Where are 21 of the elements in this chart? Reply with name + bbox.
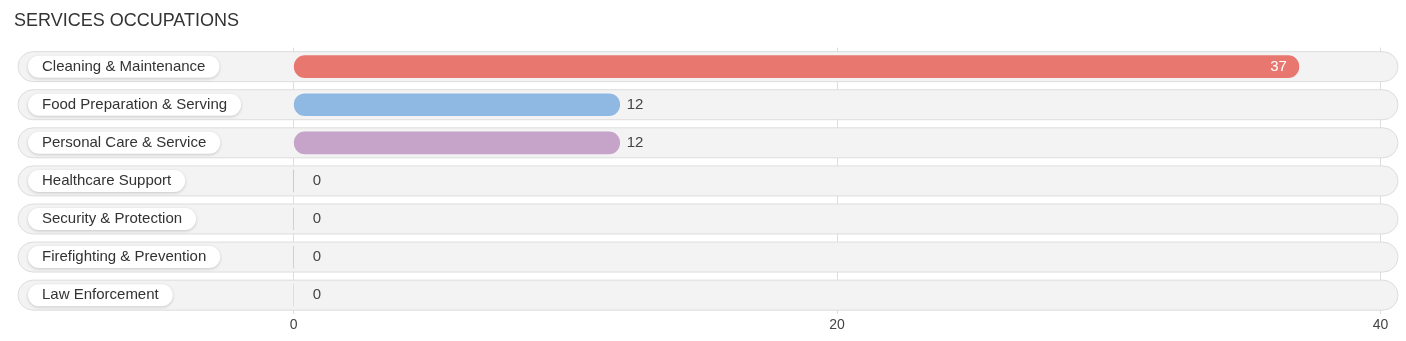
data-label: 0 [312,247,322,265]
x-tick-label: 0 [289,316,298,333]
y-tick-label: Cleaning & Maintenance [42,56,206,74]
chart-title: SERVICES OCCUPATIONS [14,9,240,30]
data-label: 0 [312,285,322,303]
y-tick-label: Personal Care & Service [42,132,207,150]
y-tick-label: Law Enforcement [42,285,160,303]
data-label: 0 [312,171,322,189]
bar [293,93,621,117]
bar [293,55,1300,78]
y-tick-label: Security & Protection [42,209,183,227]
y-tick-label: Healthcare Support [42,171,173,189]
data-label: 12 [626,132,644,150]
y-tick-label: Food Preparation & Serving [42,94,228,112]
bar [293,131,621,155]
data-label: 37 [1270,56,1287,74]
x-tick-label: 40 [1372,316,1389,333]
data-label: 12 [626,94,644,112]
y-tick-label: Firefighting & Prevention [42,247,207,265]
data-label: 0 [312,209,322,227]
x-tick-label: 20 [829,316,846,333]
